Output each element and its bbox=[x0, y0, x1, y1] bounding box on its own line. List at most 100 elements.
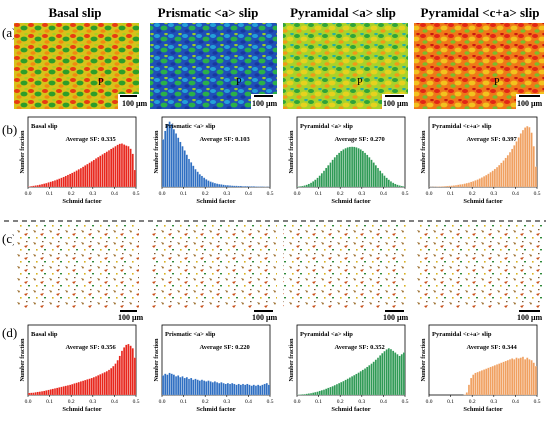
x-tick-label: 0.4 bbox=[512, 191, 519, 197]
histogram-bar bbox=[133, 169, 136, 188]
x-axis-label: Schmid factor bbox=[463, 198, 502, 205]
histogram-bar bbox=[175, 133, 178, 188]
x-axis-label: Schmid factor bbox=[62, 406, 101, 413]
histogram-bar bbox=[116, 360, 119, 396]
histogram-bar bbox=[368, 157, 371, 188]
histogram-bar bbox=[218, 184, 221, 188]
histogram-bar bbox=[222, 383, 225, 396]
histogram-bar bbox=[107, 369, 111, 396]
histogram-bar bbox=[534, 166, 537, 188]
histogram-b-2: Prismatic <a> slip Average SF: 0.103 0.0 0.… bbox=[154, 116, 274, 205]
histogram-bar bbox=[56, 179, 59, 188]
histogram-bar bbox=[476, 371, 479, 396]
histogram-bar bbox=[366, 154, 369, 188]
scale-bar-label: 100 μm bbox=[383, 99, 409, 108]
histogram-bar bbox=[200, 379, 203, 396]
histogram-bar bbox=[209, 181, 212, 188]
map-marker-p: P bbox=[98, 77, 104, 88]
chart-title: Pyramidal <a> slip bbox=[300, 331, 353, 338]
sf-map-sparse-pyramidal-ca bbox=[414, 225, 544, 309]
map-marker-p: P bbox=[236, 77, 242, 88]
map-marker-p: P bbox=[494, 77, 500, 88]
histogram-bar bbox=[192, 379, 195, 396]
histogram-bar bbox=[320, 390, 323, 396]
histogram-bar bbox=[376, 357, 380, 396]
histogram-bar bbox=[114, 146, 117, 188]
x-tick-label: 0.1 bbox=[180, 399, 187, 405]
histogram-bar bbox=[101, 154, 104, 188]
histogram-bar bbox=[515, 141, 518, 188]
y-axis-label: Number fraction bbox=[421, 338, 427, 382]
x-tick-label: 0.3 bbox=[358, 399, 365, 405]
histogram-bar bbox=[342, 149, 345, 188]
histogram-bar bbox=[235, 384, 238, 396]
histogram-bar bbox=[79, 381, 82, 396]
histogram-bar bbox=[394, 352, 397, 396]
histogram-bar bbox=[257, 186, 260, 188]
chart-annotation: Average SF: 0.352 bbox=[335, 344, 385, 351]
histogram-bar bbox=[340, 150, 343, 188]
x-axis-label: Schmid factor bbox=[62, 198, 101, 205]
histogram-bar bbox=[361, 150, 364, 188]
histogram-bar bbox=[496, 364, 499, 396]
histogram-bar bbox=[250, 186, 253, 188]
histogram-bar bbox=[454, 185, 458, 188]
histogram-bar bbox=[226, 383, 229, 396]
histogram-bar bbox=[53, 388, 57, 396]
histogram-bar bbox=[75, 170, 78, 188]
x-tick-label: 0.2 bbox=[337, 399, 344, 405]
y-axis-label: Number fraction bbox=[20, 338, 26, 382]
histogram-bar bbox=[331, 159, 334, 188]
histogram-bar bbox=[346, 147, 349, 188]
chart-annotation: Average SF: 0.397 bbox=[467, 136, 518, 143]
histogram-d-3: Pyramidal <a> slip Average SF: 0.352 0.0 0.… bbox=[289, 324, 409, 413]
histogram-bar bbox=[312, 392, 315, 396]
histogram-bar bbox=[49, 389, 52, 396]
histogram-bar bbox=[172, 129, 175, 188]
histogram-bar bbox=[316, 177, 319, 188]
x-tick-label: 0.3 bbox=[89, 191, 96, 197]
histogram-bar bbox=[213, 183, 216, 188]
histogram-bar bbox=[164, 130, 167, 188]
histogram-bar bbox=[92, 377, 95, 396]
histogram-bar bbox=[64, 385, 67, 396]
histogram-bar bbox=[493, 365, 496, 396]
histogram-bar bbox=[301, 185, 304, 188]
x-tick-label: 0.2 bbox=[68, 191, 75, 197]
histogram-bar bbox=[49, 181, 52, 188]
histogram-bar bbox=[88, 378, 91, 396]
x-tick-label: 0.3 bbox=[358, 191, 365, 197]
histogram-bar bbox=[500, 362, 503, 396]
map-row-a: P P P P 100 μm 100 μm 100 μm 100 μm bbox=[14, 23, 544, 109]
histogram-b-1: Basal slip Average SF: 0.335 0.0 0.1 0.2 0.3 0… bbox=[20, 116, 140, 205]
histogram-bar bbox=[383, 175, 386, 188]
histogram-bar bbox=[504, 360, 507, 396]
histogram-bar bbox=[307, 183, 310, 188]
histogram-bar bbox=[196, 379, 199, 396]
histogram-bar bbox=[34, 185, 37, 188]
histogram-bar bbox=[235, 185, 238, 188]
histogram-bar bbox=[261, 186, 264, 188]
histogram-bar bbox=[398, 185, 401, 188]
histogram-bar bbox=[233, 185, 236, 188]
x-tick-label: 0.3 bbox=[223, 399, 230, 405]
histogram-bar bbox=[357, 148, 360, 188]
histogram-bar bbox=[95, 158, 98, 188]
histogram-bar bbox=[442, 186, 445, 188]
histogram-bar bbox=[246, 383, 249, 396]
histogram-bar bbox=[216, 183, 219, 188]
histogram-bar bbox=[129, 345, 132, 396]
x-tick-label: 0.1 bbox=[180, 191, 187, 197]
histogram-bar bbox=[357, 372, 360, 396]
x-tick-label: 0.1 bbox=[447, 191, 454, 197]
histogram-bar bbox=[175, 376, 178, 396]
histogram-bar bbox=[340, 382, 343, 396]
histogram-bar bbox=[224, 383, 227, 396]
x-axis-label: Schmid factor bbox=[196, 198, 235, 205]
histogram-bar bbox=[133, 357, 136, 396]
x-tick-label: 0.1 bbox=[447, 399, 454, 405]
x-tick-label: 0.5 bbox=[133, 191, 140, 197]
histogram-bar bbox=[372, 361, 375, 396]
x-tick-label: 0.0 bbox=[159, 191, 166, 197]
histogram-bar bbox=[239, 185, 242, 188]
